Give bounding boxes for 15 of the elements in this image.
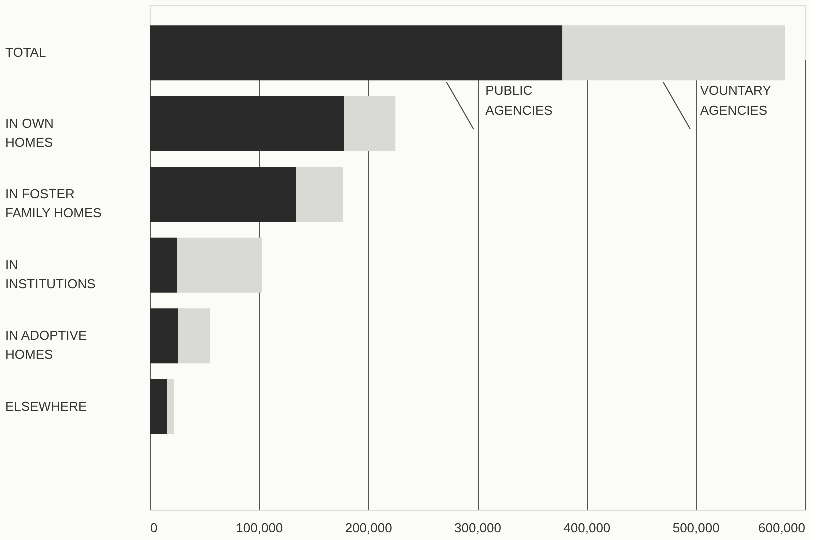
y-tick-label: IN INSTITUTIONS bbox=[6, 257, 96, 292]
series-label: VOUNTARY AGENCIES bbox=[700, 83, 772, 118]
y-tick-label: IN FOSTER FAMILY HOMES bbox=[6, 186, 102, 221]
x-tick-label: 600,000 bbox=[758, 520, 806, 536]
y-tick-label: TOTAL bbox=[6, 45, 46, 60]
x-tick-label: 500,000 bbox=[672, 520, 720, 536]
y-tick-label: ELSEWHERE bbox=[6, 398, 88, 414]
y-tick-label: IN OWN HOMES bbox=[6, 116, 54, 150]
x-tick-label: 0 bbox=[150, 520, 158, 536]
x-tick-label: 200,000 bbox=[345, 520, 392, 536]
series-label: PUBLIC AGENCIES bbox=[486, 83, 554, 118]
y-tick-label: IN ADOPTIVE HOMES bbox=[6, 328, 88, 362]
x-tick-label: 400,000 bbox=[564, 520, 611, 536]
x-tick-label: 300,000 bbox=[454, 520, 502, 536]
x-tick-label: 100,000 bbox=[236, 520, 284, 536]
